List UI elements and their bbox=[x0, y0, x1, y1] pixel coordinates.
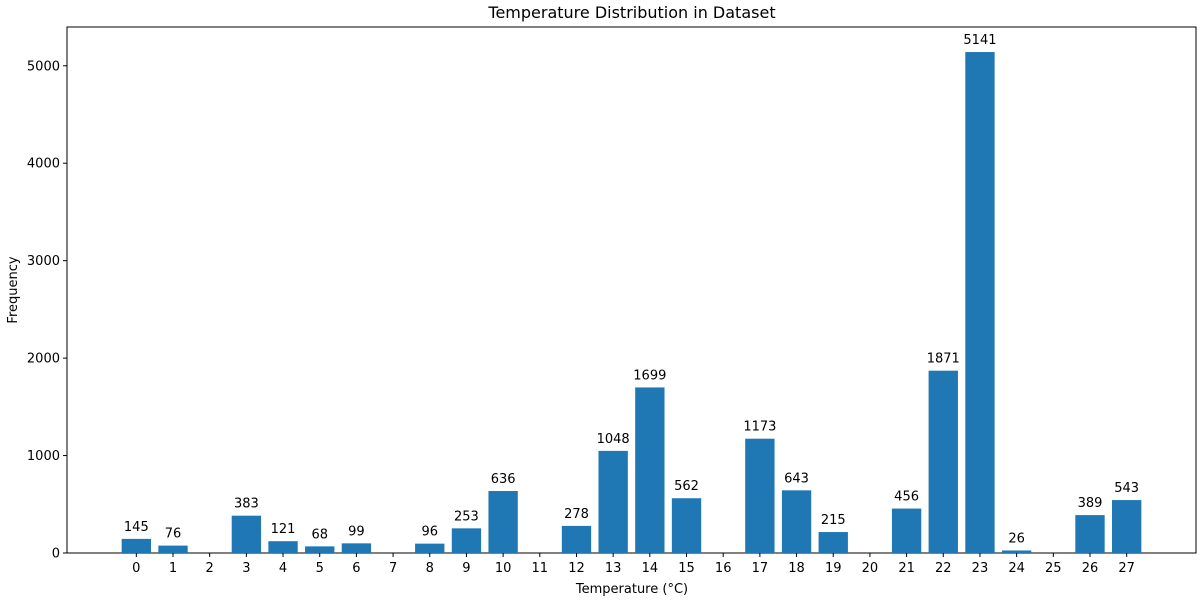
bar-19 bbox=[818, 532, 848, 553]
y-axis: 0 1000 2000 3000 4000 5000 bbox=[27, 59, 67, 562]
x-tick-label: 19 bbox=[825, 561, 842, 576]
data-label-6: 99 bbox=[348, 524, 365, 539]
bar-27 bbox=[1112, 500, 1142, 553]
x-tick-label: 3 bbox=[242, 561, 250, 576]
data-label-1: 76 bbox=[165, 527, 182, 542]
x-tick-label: 8 bbox=[426, 561, 434, 576]
data-label-10: 636 bbox=[491, 472, 516, 487]
data-label-4: 121 bbox=[271, 522, 296, 537]
data-label-0: 145 bbox=[124, 520, 149, 535]
data-label-8: 96 bbox=[421, 525, 438, 540]
x-tick-label: 9 bbox=[462, 561, 470, 576]
bar-5 bbox=[305, 546, 335, 553]
data-label-14: 1699 bbox=[633, 368, 666, 383]
bar-0 bbox=[121, 538, 151, 553]
y-tick-label: 1000 bbox=[27, 449, 60, 464]
plot-area-frame bbox=[66, 26, 1197, 554]
bar-26 bbox=[1075, 515, 1105, 553]
x-tick-label: 17 bbox=[752, 561, 769, 576]
y-tick-label: 5000 bbox=[27, 59, 60, 74]
data-label-27: 543 bbox=[1114, 481, 1139, 496]
y-tick-label: 4000 bbox=[27, 157, 60, 172]
x-tick-label: 14 bbox=[642, 561, 659, 576]
data-label-24: 26 bbox=[1008, 531, 1025, 546]
data-label-15: 562 bbox=[674, 479, 699, 494]
x-tick-label: 23 bbox=[972, 561, 989, 576]
bar-24 bbox=[1001, 550, 1032, 553]
x-tick-label: 16 bbox=[715, 561, 732, 576]
data-label-3: 383 bbox=[234, 497, 259, 512]
bar-21 bbox=[891, 508, 922, 553]
bar-1 bbox=[158, 545, 188, 553]
y-tick-label: 0 bbox=[52, 547, 60, 562]
data-label-19: 215 bbox=[821, 513, 846, 528]
bar-8 bbox=[415, 543, 445, 553]
x-tick-label: 26 bbox=[1082, 561, 1099, 576]
bar-12 bbox=[561, 525, 592, 553]
x-tick-label: 27 bbox=[1118, 561, 1135, 576]
x-tick-label: 6 bbox=[352, 561, 360, 576]
bar-13 bbox=[598, 450, 628, 553]
y-axis-label: Frequency bbox=[6, 256, 21, 323]
data-label-23: 5141 bbox=[963, 33, 996, 48]
data-label-26: 389 bbox=[1078, 496, 1103, 511]
x-tick-label: 12 bbox=[568, 561, 585, 576]
x-tick-label: 15 bbox=[678, 561, 695, 576]
x-tick-label: 11 bbox=[532, 561, 549, 576]
bar-23 bbox=[965, 52, 995, 554]
x-tick-label: 25 bbox=[1045, 561, 1062, 576]
x-tick-label: 1 bbox=[169, 561, 177, 576]
data-label-21: 456 bbox=[894, 490, 919, 505]
data-label-22: 1871 bbox=[927, 352, 960, 367]
bar-4 bbox=[268, 541, 298, 553]
bars-series bbox=[121, 52, 1142, 554]
x-tick-label: 7 bbox=[389, 561, 397, 576]
data-label-17: 1173 bbox=[743, 420, 776, 435]
x-tick-label: 10 bbox=[495, 561, 512, 576]
x-tick-label: 0 bbox=[132, 561, 140, 576]
y-tick-label: 2000 bbox=[27, 352, 60, 367]
bar-22 bbox=[928, 370, 958, 553]
bar-18 bbox=[781, 490, 812, 553]
data-label-12: 278 bbox=[564, 507, 589, 522]
data-label-9: 253 bbox=[454, 509, 479, 524]
data-labels: 145 76 383 121 68 99 96 253 636 278 1048 1699 562 117… bbox=[124, 33, 1139, 546]
x-tick-label: 20 bbox=[862, 561, 879, 576]
x-axis-label: Temperature (°C) bbox=[575, 582, 688, 597]
bar-17 bbox=[745, 438, 775, 553]
x-tick-label: 4 bbox=[279, 561, 287, 576]
x-tick-label: 18 bbox=[788, 561, 805, 576]
x-tick-label: 21 bbox=[898, 561, 915, 576]
bar-3 bbox=[231, 515, 262, 553]
bar-14 bbox=[635, 387, 665, 553]
bar-6 bbox=[341, 543, 372, 553]
x-axis: 0 1 2 3 4 5 6 7 8 9 10 11 12 13 14 15 16 17 18 19 20 21 22 23 24… bbox=[132, 553, 1135, 576]
y-tick-label: 3000 bbox=[27, 254, 60, 269]
bar-15 bbox=[671, 498, 702, 553]
x-tick-label: 2 bbox=[206, 561, 214, 576]
x-tick-label: 22 bbox=[935, 561, 952, 576]
data-label-18: 643 bbox=[784, 471, 809, 486]
x-tick-label: 13 bbox=[605, 561, 622, 576]
x-tick-label: 5 bbox=[316, 561, 324, 576]
chart-title: Temperature Distribution in Dataset bbox=[487, 3, 775, 22]
bar-10 bbox=[488, 491, 518, 553]
x-tick-label: 24 bbox=[1008, 561, 1025, 576]
data-label-5: 68 bbox=[311, 527, 328, 542]
bar-9 bbox=[451, 528, 482, 553]
data-label-13: 1048 bbox=[597, 432, 630, 447]
